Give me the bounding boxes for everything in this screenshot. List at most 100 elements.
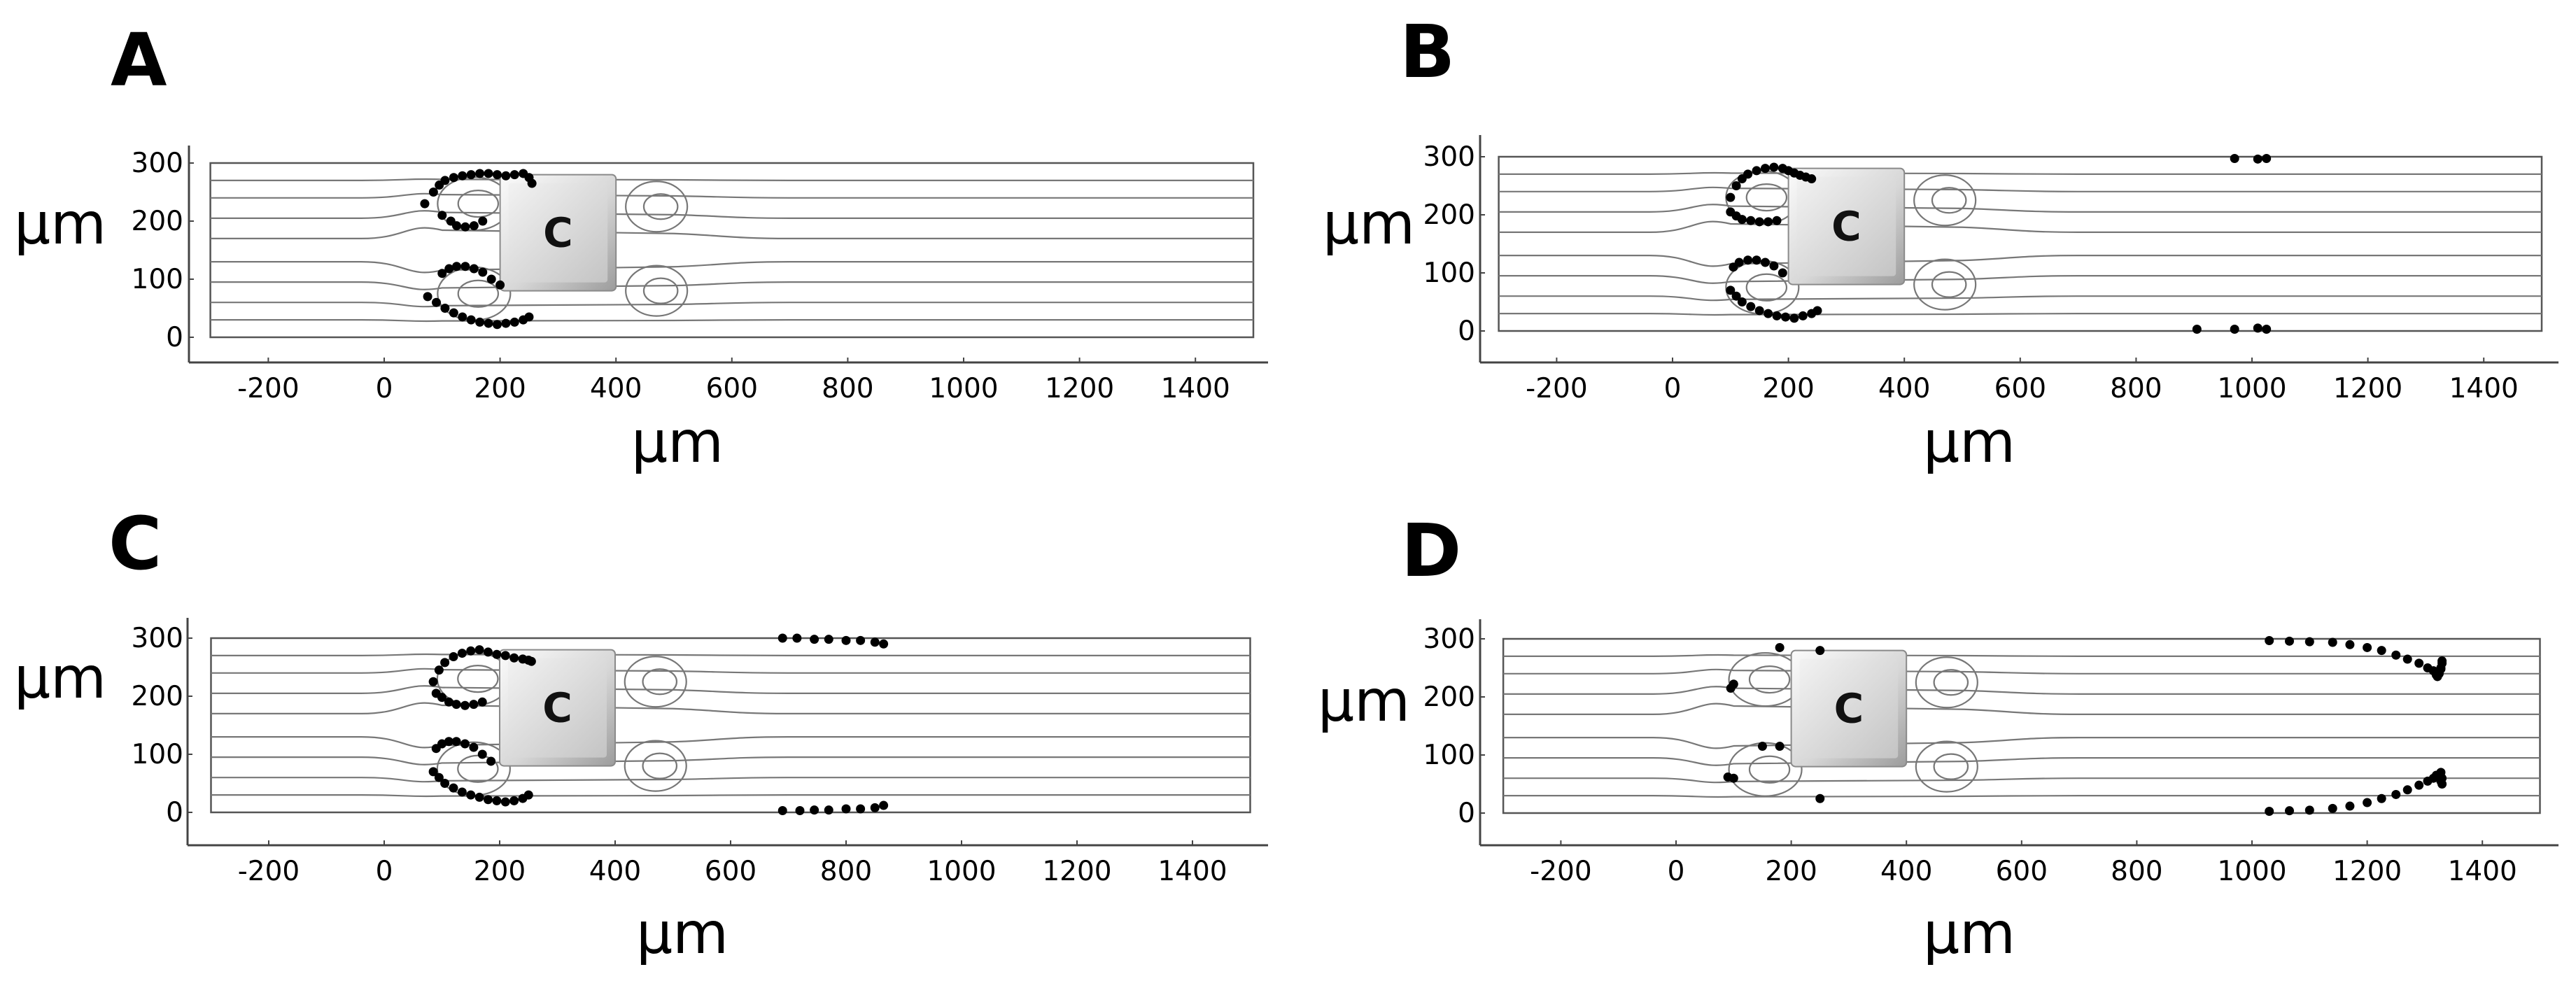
particle-point (475, 169, 485, 178)
particle-point (469, 264, 479, 274)
y-axis-label: µm (1318, 668, 1410, 735)
particle-point (1807, 174, 1817, 184)
particle-point (2284, 636, 2294, 646)
vortex-loop (642, 193, 679, 220)
particle-point (2230, 153, 2239, 163)
y-tick-label: 300 (132, 623, 183, 654)
obstacle-face (1796, 176, 1896, 276)
x-tick-label: 400 (590, 373, 642, 404)
particle-point (492, 796, 502, 805)
vortex-loop (1915, 656, 1978, 709)
particle-point (1764, 309, 1773, 318)
particle-point (2253, 323, 2262, 333)
y-tick-label: 0 (1458, 316, 1475, 347)
vortex-loop (642, 668, 678, 696)
particle-point (466, 646, 476, 656)
x-tick-label: 1200 (2333, 373, 2402, 404)
panel-a: A µm µm -200 0 200 400 600 800 1000 1200 1400 0 10… (14, 17, 1268, 476)
obstacle-face (508, 183, 608, 283)
particle-point (2284, 806, 2294, 816)
particle-point (1760, 164, 1770, 174)
y-axis-label: µm (1323, 191, 1415, 257)
particle-point (523, 790, 533, 800)
vortex-loop (1915, 740, 1978, 793)
particle-point (856, 804, 866, 814)
particle-point (1757, 742, 1767, 751)
particle-point (428, 677, 438, 686)
obstacle-label: C (1834, 685, 1864, 733)
particle-point (484, 169, 493, 178)
x-tick-label: 400 (589, 856, 641, 887)
particle-point (1815, 646, 1825, 656)
x-tick-label: 800 (820, 856, 872, 887)
vortex-loop (1931, 271, 1967, 298)
streamline (210, 302, 1253, 308)
streamline (211, 685, 1251, 694)
y-axis-label: µm (14, 191, 106, 257)
particle-point (1752, 166, 1761, 176)
x-tick-label: 1000 (927, 856, 996, 887)
x-tick-label: 0 (376, 373, 393, 404)
particle-point (2402, 785, 2412, 795)
particle-point (2433, 672, 2442, 682)
y-tick-label: 100 (132, 739, 183, 770)
particle-point (486, 274, 496, 284)
x-tick-label: 400 (1880, 856, 1932, 887)
streamline (1503, 686, 2540, 695)
particle-point (423, 292, 432, 302)
particle-point (1729, 773, 1738, 783)
streamline (210, 192, 1253, 199)
vortex-loop (642, 277, 679, 304)
particle-point (1764, 217, 1773, 227)
particle-point (1778, 268, 1787, 278)
particle-point (2345, 801, 2355, 811)
vortex-loop (625, 181, 689, 233)
panel-letter: C (108, 501, 162, 586)
particle-point (428, 767, 438, 777)
channel-boundary (210, 637, 1251, 814)
particle-point (449, 652, 458, 662)
obstacle-label: C (542, 684, 572, 732)
particle-point (2262, 325, 2272, 334)
particle-point (870, 637, 880, 647)
particle-point (500, 797, 510, 807)
particle-point (2391, 650, 2401, 660)
particle-point (434, 772, 444, 782)
vortex-loop (1931, 187, 1967, 214)
particle-point (444, 264, 454, 274)
x-tick-label: 0 (1664, 373, 1682, 404)
streamlines (1503, 651, 2540, 798)
particle-point (1743, 255, 1753, 265)
particle-point (460, 700, 470, 710)
streamline (1503, 654, 2540, 657)
particle-point (524, 312, 534, 322)
panel-b: B µm µm -200 0 200 400 600 800 1000 1200 1400 0 10… (1323, 9, 2559, 476)
particle-point (1731, 181, 1741, 190)
particle-point (2192, 325, 2202, 334)
streamlines (1498, 170, 2542, 316)
particle-point (1772, 311, 1782, 320)
vortex-loop (457, 279, 500, 308)
panel-letter: D (1401, 508, 1461, 593)
x-axis-label: µm (631, 409, 724, 476)
vortex-loop (1745, 183, 1788, 212)
vortex-loop (457, 754, 499, 783)
particle-point (2230, 325, 2239, 334)
x-tick-label: 400 (1878, 373, 1930, 404)
panel-letter: B (1400, 9, 1455, 94)
particle-point (2328, 637, 2337, 647)
channel-boundary (1498, 155, 2543, 332)
y-tick-label: 100 (132, 264, 183, 295)
particle-point (2328, 803, 2337, 813)
x-axis-label: µm (1923, 409, 2015, 476)
particle-point (458, 171, 467, 181)
streamline (210, 281, 1253, 290)
particle-point (509, 653, 519, 663)
particle-point (527, 178, 537, 188)
obstacle-face (508, 658, 607, 758)
vortex-loop (1933, 753, 1969, 780)
particle-point (484, 318, 493, 328)
x-tick-label: 600 (1994, 373, 2046, 404)
particle-point (1760, 257, 1770, 267)
